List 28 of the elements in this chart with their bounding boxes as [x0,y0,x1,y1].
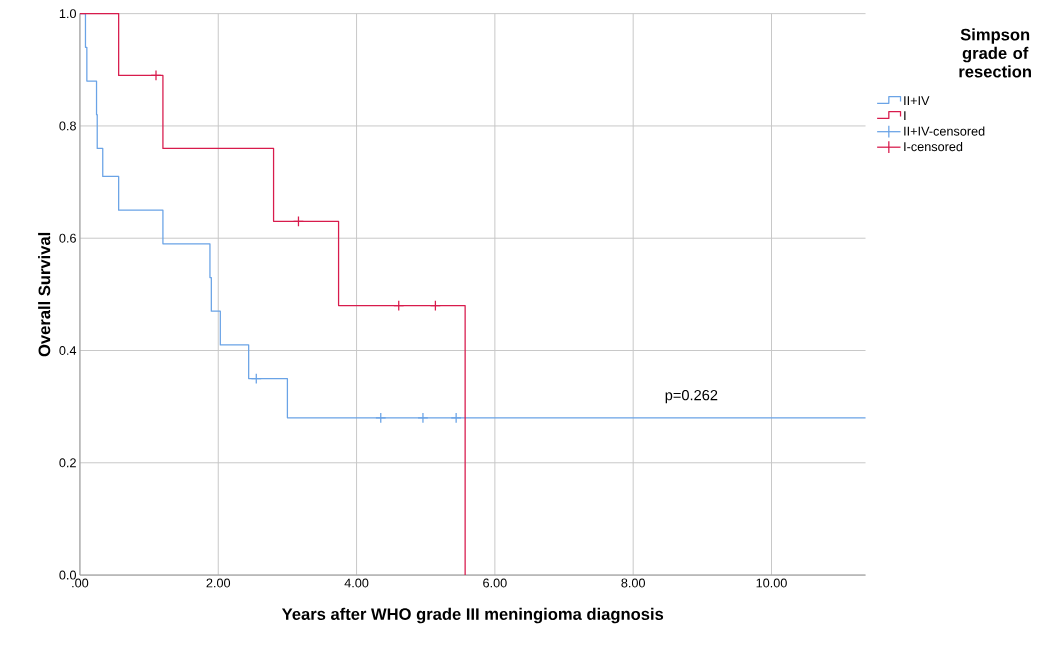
point [375,412,387,424]
x-tick-label: .00 [72,578,89,588]
point [292,215,304,227]
annotation: p=0.262 [665,389,718,404]
y-tick-label: 0.2 [59,458,76,468]
legend-label: I-censored [904,141,963,152]
legend-label: I [904,111,906,120]
legend-label: II+IV-censored [904,126,985,136]
y-tick-label: 0.0 [59,570,77,580]
x-tick-label: 4.00 [344,578,369,588]
y-tick-label: 0.4 [59,345,77,355]
x-tick-label: 10.00 [756,578,787,588]
y-tick-label: 1.0 [59,9,77,19]
x-tick-label: 8.00 [621,578,646,588]
legend-label: II+IV [904,96,930,105]
x-axis-title: Years after WHO grade III meningioma diagnosis [281,607,664,624]
y-tick-label: 0.8 [59,121,76,131]
point [250,372,262,384]
x-tick-label: 6.00 [483,578,507,588]
x-tick-label: 2.00 [206,578,231,588]
point [450,412,462,424]
point [417,412,429,424]
legend-title: Simpson grade of resection [959,28,1031,78]
point [429,299,441,311]
y-axis-title: Overall Survival [38,232,51,357]
point [393,299,405,311]
point [150,69,162,81]
y-tick-label: 0.6 [59,233,76,243]
